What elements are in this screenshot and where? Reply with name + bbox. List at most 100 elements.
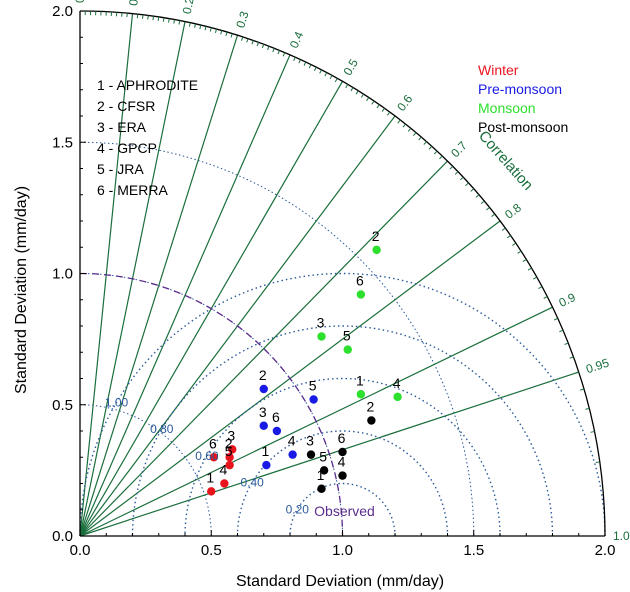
correlation-minor-tick xyxy=(225,31,228,36)
correlation-minor-tick xyxy=(454,171,459,175)
data-point xyxy=(372,245,381,255)
point-label: 1 xyxy=(206,469,214,485)
correlation-minor-tick xyxy=(538,286,543,289)
data-point xyxy=(259,384,268,394)
dataset-label: 5 - JRA xyxy=(97,161,144,177)
correlation-minor-tick xyxy=(314,66,317,71)
correlation-minor-tick xyxy=(329,75,333,80)
correlation-minor-tick xyxy=(267,46,270,51)
data-point xyxy=(262,460,271,470)
data-point xyxy=(338,471,347,480)
correlation-minor-tick xyxy=(355,90,359,95)
correlation-minor-tick xyxy=(319,69,322,74)
correlation-minor-tick xyxy=(475,194,480,198)
correlation-tick-label: 0.4 xyxy=(287,29,307,50)
point-label: 6 xyxy=(356,273,364,289)
correlation-minor-tick xyxy=(220,30,223,35)
correlation-minor-tick xyxy=(501,227,506,231)
dataset-label: 2 - CFSR xyxy=(97,98,155,114)
rms-label: 0.40 xyxy=(240,476,264,490)
y-tick-label: 0.5 xyxy=(52,397,73,414)
x-tick-label: 0.5 xyxy=(201,542,222,559)
point-label: 3 xyxy=(317,315,325,331)
legend-item: Pre-monsoon xyxy=(478,81,562,97)
std-arc xyxy=(79,141,475,537)
correlation-minor-tick xyxy=(303,61,307,66)
correlation-tick-label: 0.5 xyxy=(340,56,361,78)
rms-label: 1.00 xyxy=(105,395,129,409)
legend-item: Winter xyxy=(478,62,519,78)
point-label: 4 xyxy=(288,433,296,449)
point-label: 5 xyxy=(225,443,233,459)
data-point xyxy=(306,450,316,459)
data-point xyxy=(272,426,282,436)
correlation-minor-tick xyxy=(522,259,527,262)
data-point xyxy=(367,416,376,425)
point-label: 4 xyxy=(338,454,346,470)
y-tick-label: 1.0 xyxy=(52,266,73,283)
y-tick-label: 2.0 xyxy=(52,3,73,20)
dataset-label: 4 - GPCP xyxy=(97,140,157,156)
correlation-minor-tick xyxy=(470,188,475,192)
point-label: 3 xyxy=(306,433,314,449)
correlation-minor-tick xyxy=(491,213,496,217)
y-axis-title: Standard Deviation (mm/day) xyxy=(13,186,30,394)
data-point xyxy=(225,460,234,470)
x-tick-label: 1.0 xyxy=(332,542,353,559)
correlation-minor-tick xyxy=(360,93,364,98)
data-point xyxy=(317,332,326,341)
correlation-minor-tick xyxy=(241,36,244,41)
axes-layer xyxy=(79,10,606,537)
correlation-minor-tick xyxy=(256,42,259,47)
dataset-label: 1 - APHRODITE xyxy=(97,77,198,93)
legend-item: Post-monsoon xyxy=(478,119,568,135)
data-point xyxy=(220,479,229,488)
correlation-minor-tick xyxy=(433,150,438,155)
correlation-minor-tick xyxy=(418,136,422,141)
correlation-minor-tick xyxy=(188,22,191,27)
correlation-minor-tick xyxy=(298,59,301,64)
correlation-minor-tick xyxy=(506,235,511,239)
correlation-minor-tick xyxy=(147,15,149,20)
point-label: 3 xyxy=(227,427,235,443)
correlation-minor-tick xyxy=(376,104,380,109)
correlation-minor-tick xyxy=(413,132,417,136)
x-tick-label: 0.0 xyxy=(70,542,91,559)
correlation-minor-tick xyxy=(559,329,564,333)
correlation-minor-tick xyxy=(533,276,537,280)
correlation-tick-label: 0.0 xyxy=(73,0,87,3)
correlation-minor-tick xyxy=(168,18,170,23)
correlation-minor-tick xyxy=(512,242,517,246)
correlation-tick-label: 0.6 xyxy=(394,92,415,114)
data-point xyxy=(393,392,402,402)
point-label: 1 xyxy=(317,467,325,483)
correlation-minor-tick xyxy=(543,296,548,299)
correlation-minor-tick xyxy=(214,28,217,34)
correlation-title: Correlation xyxy=(475,127,536,193)
rms-label: 0.80 xyxy=(150,422,174,436)
data-point xyxy=(288,450,297,459)
data-point xyxy=(228,445,237,454)
grid-layer xyxy=(79,13,606,537)
correlation-tick-label: 0.7 xyxy=(448,138,470,160)
correlation-tick-label: 0.2 xyxy=(180,0,197,15)
data-point xyxy=(338,447,347,457)
point-label: 1 xyxy=(261,443,269,459)
data-point xyxy=(343,345,352,354)
correlation-minor-tick xyxy=(178,20,181,25)
correlation-minor-tick xyxy=(590,431,595,433)
correlation-minor-tick xyxy=(246,38,249,43)
point-label: 5 xyxy=(319,448,327,464)
rms-arc xyxy=(236,430,449,536)
data-point xyxy=(225,453,234,462)
correlation-minor-tick xyxy=(272,48,275,53)
rms-label: 0.60 xyxy=(195,449,219,463)
y-tick-label: 0.0 xyxy=(52,528,73,545)
data-point xyxy=(309,395,318,404)
correlation-minor-tick xyxy=(517,250,522,254)
rms-label: 0.20 xyxy=(286,502,310,516)
correlation-minor-tick xyxy=(345,84,349,89)
correlation-minor-tick xyxy=(381,108,385,112)
correlation-minor-tick xyxy=(580,388,585,391)
point-label: 3 xyxy=(259,404,267,420)
